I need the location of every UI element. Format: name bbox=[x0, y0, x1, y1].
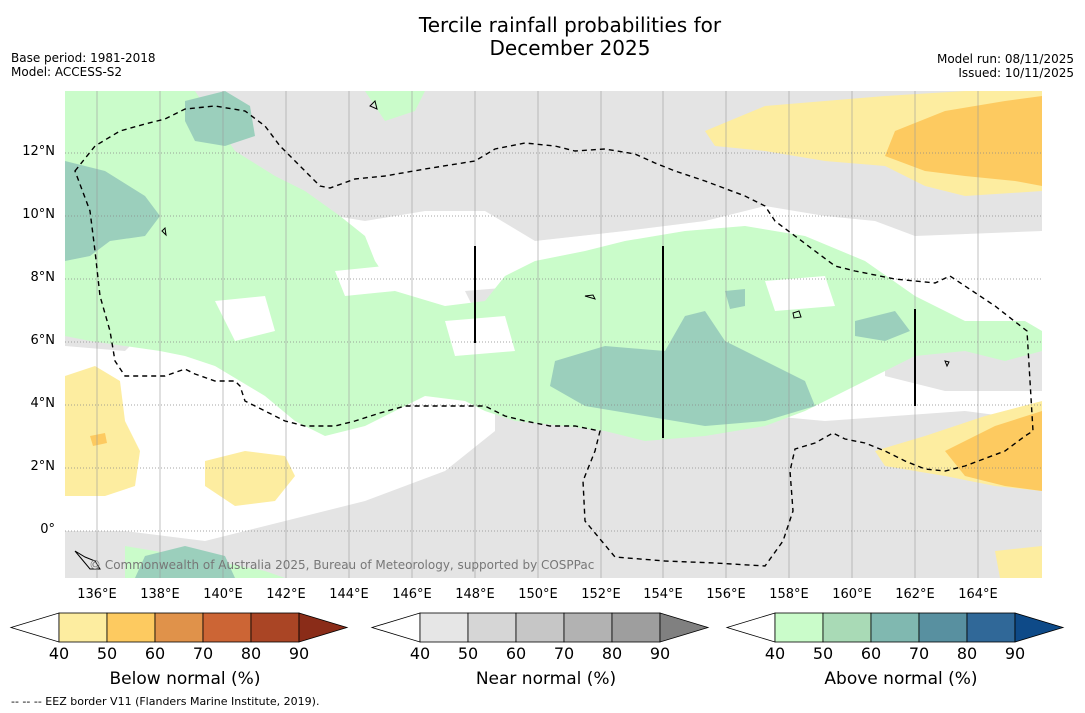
colorbar-segment bbox=[822, 612, 872, 643]
gridlines bbox=[65, 91, 1042, 578]
colorbar-segment bbox=[106, 612, 156, 643]
longitude-tick-label: 140°E bbox=[203, 587, 243, 602]
colorbar-tick-label: 80 bbox=[241, 644, 261, 663]
colorbar-high-extension bbox=[659, 612, 710, 643]
longitude-tick-label: 138°E bbox=[140, 587, 180, 602]
copyright-text: © Commonwealth of Australia 2025, Bureau… bbox=[89, 558, 594, 572]
colorbar-label: Near normal (%) bbox=[476, 669, 616, 689]
colorbar-tick-label: 90 bbox=[1005, 644, 1025, 663]
title-line-2: December 2025 bbox=[489, 36, 651, 60]
latitude-tick-label: 6°N bbox=[30, 333, 56, 348]
colorbar-1: 40 50 60 70 80 90 Below normal (%) bbox=[9, 612, 349, 689]
colorbar-tick-label: 80 bbox=[957, 644, 977, 663]
colorbar-segment bbox=[918, 612, 968, 643]
longitude-tick-label: 162°E bbox=[895, 587, 935, 602]
colorbar-segment bbox=[419, 612, 469, 643]
colorbar-low-extension bbox=[370, 612, 421, 643]
base-period: Base period: 1981-2018 bbox=[11, 51, 156, 65]
colorbar-segment bbox=[966, 612, 1016, 643]
latitude-tick-label: 10°N bbox=[22, 207, 55, 222]
probability-map[interactable]: © Commonwealth of Australia 2025, Bureau… bbox=[65, 91, 1042, 578]
colorbar-tick-label: 40 bbox=[765, 644, 785, 663]
colorbar-label: Above normal (%) bbox=[824, 669, 977, 689]
colorbars: 40 50 60 70 80 90 Below normal (%) 40 50 60 70 80 90… bbox=[9, 612, 1065, 689]
colorbar-segment bbox=[154, 612, 204, 643]
footnote: -- -- -- EEZ border V11 (Flanders Marine… bbox=[11, 695, 320, 708]
colorbar-low-extension bbox=[725, 612, 776, 643]
colorbar-tick-label: 60 bbox=[861, 644, 881, 663]
colorbar-tick-label: 60 bbox=[145, 644, 165, 663]
colorbar-tick-label: 40 bbox=[49, 644, 69, 663]
colorbar-3: 40 50 60 70 80 90 Above normal (%) bbox=[725, 612, 1065, 689]
islands bbox=[74, 100, 950, 570]
colorbar-segment bbox=[515, 612, 565, 643]
colorbar-2: 40 50 60 70 80 90 Near normal (%) bbox=[370, 612, 710, 689]
colorbar-segment bbox=[467, 612, 517, 643]
colorbar-tick-label: 50 bbox=[458, 644, 478, 663]
longitude-tick-label: 158°E bbox=[769, 587, 809, 602]
meta-left: Base period: 1981-2018 Model: ACCESS-S2 bbox=[11, 51, 156, 79]
latitude-tick-label: 4°N bbox=[30, 396, 56, 411]
longitude-tick-label: 146°E bbox=[392, 587, 432, 602]
colorbar-high-extension bbox=[298, 612, 349, 643]
latitude-tick-label: 0° bbox=[40, 522, 55, 537]
colorbar-tick-label: 70 bbox=[554, 644, 574, 663]
longitude-tick-label: 148°E bbox=[455, 587, 495, 602]
meta-right: Model run: 08/11/2025 Issued: 10/11/2025 bbox=[937, 52, 1074, 80]
colorbar-tick-label: 50 bbox=[813, 644, 833, 663]
eez-border bbox=[74, 105, 1034, 567]
below-normal-60-regions bbox=[90, 96, 1042, 491]
model-run: Model run: 08/11/2025 bbox=[936, 52, 1074, 66]
longitude-tick-label: 152°E bbox=[581, 587, 621, 602]
longitude-tick-label: 136°E bbox=[77, 587, 117, 602]
longitude-tick-label: 144°E bbox=[329, 587, 369, 602]
latitude-tick-label: 12°N bbox=[22, 144, 55, 159]
chart-title: Tercile rainfall probabilities for Decem… bbox=[0, 14, 1085, 60]
colorbar-tick-label: 80 bbox=[602, 644, 622, 663]
latitude-tick-label: 8°N bbox=[30, 270, 56, 285]
colorbar-segment bbox=[563, 612, 613, 643]
longitude-tick-label: 160°E bbox=[832, 587, 872, 602]
longitude-tick-label: 154°E bbox=[643, 587, 683, 602]
longitude-tick-label: 150°E bbox=[518, 587, 558, 602]
colorbar-segment bbox=[870, 612, 920, 643]
issued-date: Issued: 10/11/2025 bbox=[958, 66, 1074, 80]
latitude-tick-label: 2°N bbox=[30, 459, 56, 474]
colorbar-segment bbox=[774, 612, 824, 643]
colorbar-tick-label: 40 bbox=[410, 644, 430, 663]
longitude-tick-label: 164°E bbox=[958, 587, 998, 602]
colorbar-segment bbox=[250, 612, 300, 643]
colorbar-segment bbox=[58, 612, 108, 643]
colorbar-tick-label: 90 bbox=[650, 644, 670, 663]
colorbar-segment bbox=[611, 612, 661, 643]
colorbar-low-extension bbox=[9, 612, 60, 643]
longitude-tick-label: 156°E bbox=[706, 587, 746, 602]
colorbar-label: Below normal (%) bbox=[110, 669, 261, 689]
colorbar-tick-label: 70 bbox=[193, 644, 213, 663]
colorbar-tick-label: 70 bbox=[909, 644, 929, 663]
colorbar-tick-label: 60 bbox=[506, 644, 526, 663]
colorbar-high-extension bbox=[1014, 612, 1065, 643]
colorbar-tick-label: 50 bbox=[97, 644, 117, 663]
longitude-tick-label: 142°E bbox=[266, 587, 306, 602]
colorbar-segment bbox=[202, 612, 252, 643]
marker-lines bbox=[474, 246, 916, 438]
title-line-1: Tercile rainfall probabilities for bbox=[418, 13, 722, 37]
colorbar-tick-label: 90 bbox=[289, 644, 309, 663]
model-name: Model: ACCESS-S2 bbox=[11, 65, 123, 79]
